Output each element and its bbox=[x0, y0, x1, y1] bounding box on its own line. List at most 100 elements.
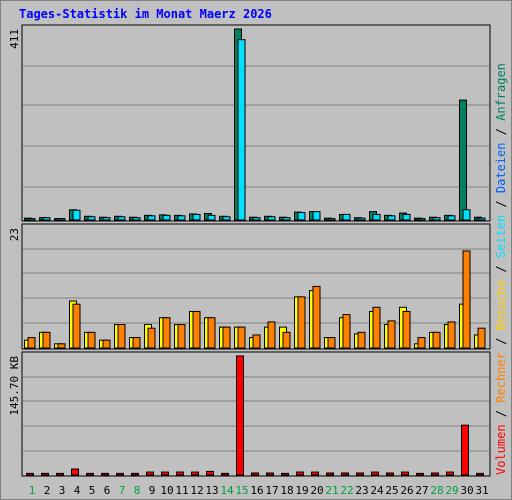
side-legend-segment: / bbox=[494, 258, 508, 280]
bar-dateien-day-3 bbox=[57, 218, 66, 221]
x-tick-label-day-14: 14 bbox=[220, 484, 234, 497]
x-tick-label-day-8: 8 bbox=[134, 484, 141, 497]
bar-volumen-day-2 bbox=[41, 472, 49, 476]
x-tick-label-day-11: 11 bbox=[175, 484, 188, 497]
bar-besuche-day-27 bbox=[417, 337, 426, 349]
bar-volumen-day-4 bbox=[71, 468, 79, 476]
bar-besuche-day-13 bbox=[207, 317, 216, 349]
bar-dateien-day-24 bbox=[372, 213, 381, 221]
bar-besuche-day-22 bbox=[342, 314, 351, 349]
bar-dateien-day-2 bbox=[42, 217, 51, 221]
x-tick-label-day-2: 2 bbox=[44, 484, 51, 497]
x-tick-label-day-3: 3 bbox=[59, 484, 66, 497]
x-tick-label-day-20: 20 bbox=[310, 484, 323, 497]
side-legend: Volumen / Rechner / Besuche / Seiten / D… bbox=[494, 63, 508, 475]
side-legend-segment: / bbox=[494, 121, 508, 143]
side-legend-segment: Rechner bbox=[494, 352, 508, 403]
bar-besuche-day-31 bbox=[477, 327, 486, 349]
bar-volumen-day-27 bbox=[416, 472, 424, 476]
bar-volumen-day-7 bbox=[116, 472, 124, 476]
bar-dateien-day-29 bbox=[447, 215, 456, 221]
panel-volume: 145.70 KB bbox=[8, 351, 491, 477]
bar-dateien-day-12 bbox=[192, 213, 201, 221]
bar-volumen-day-6 bbox=[101, 472, 109, 476]
x-tick-label-day-25: 25 bbox=[385, 484, 398, 497]
bar-besuche-day-19 bbox=[297, 296, 306, 349]
bar-besuche-day-25 bbox=[387, 320, 396, 349]
x-tick-label-day-27: 27 bbox=[415, 484, 428, 497]
bar-volumen-day-30 bbox=[461, 424, 469, 476]
bar-besuche-day-11 bbox=[177, 324, 186, 349]
bar-dateien-day-9 bbox=[147, 215, 156, 221]
bar-volumen-day-9 bbox=[146, 471, 154, 476]
bar-dateien-day-6 bbox=[102, 217, 111, 221]
panel-hits-files: 411 bbox=[8, 24, 491, 222]
side-legend-segment: Dateien bbox=[494, 143, 508, 194]
bar-volumen-day-26 bbox=[401, 471, 409, 476]
series-dateien bbox=[27, 39, 486, 221]
x-tick-label-day-5: 5 bbox=[89, 484, 96, 497]
bar-dateien-day-15 bbox=[237, 39, 246, 221]
bar-dateien-day-19 bbox=[297, 212, 306, 221]
bar-volumen-day-25 bbox=[386, 472, 394, 476]
bar-volumen-day-10 bbox=[161, 471, 169, 476]
bar-volumen-day-3 bbox=[56, 472, 64, 476]
bar-dateien-day-30 bbox=[462, 209, 471, 221]
bar-dateien-day-5 bbox=[87, 216, 96, 221]
bar-besuche-day-20 bbox=[312, 285, 321, 349]
x-tick-label-day-23: 23 bbox=[355, 484, 368, 497]
bar-dateien-day-4 bbox=[72, 209, 81, 221]
chart-title: Tages-Statistik im Monat Maerz 2026 bbox=[19, 7, 272, 21]
x-tick-label-day-26: 26 bbox=[400, 484, 413, 497]
bar-volumen-day-20 bbox=[311, 471, 319, 476]
bar-besuche-day-28 bbox=[432, 331, 441, 349]
side-legend-segment: Seiten bbox=[494, 215, 508, 258]
x-tick-label-day-24: 24 bbox=[370, 484, 384, 497]
x-tick-label-day-13: 13 bbox=[205, 484, 218, 497]
bar-besuche-day-16 bbox=[252, 334, 261, 349]
bar-volumen-day-5 bbox=[86, 472, 94, 476]
bar-dateien-day-23 bbox=[357, 217, 366, 221]
bar-besuche-day-21 bbox=[327, 337, 336, 349]
bar-besuche-day-2 bbox=[42, 331, 51, 349]
bar-besuche-day-24 bbox=[372, 306, 381, 349]
x-tick-label-day-12: 12 bbox=[190, 484, 203, 497]
x-tick-label-day-6: 6 bbox=[104, 484, 111, 497]
y-tick-label: 145.70 KB bbox=[8, 356, 21, 416]
panel-visits-pages: 23 bbox=[8, 223, 491, 350]
bar-besuche-day-23 bbox=[357, 331, 366, 349]
bar-volumen-day-23 bbox=[356, 472, 364, 476]
side-legend-segment: / bbox=[494, 193, 508, 215]
bar-volumen-day-22 bbox=[341, 472, 349, 476]
bar-dateien-day-10 bbox=[162, 214, 171, 221]
bar-dateien-day-8 bbox=[132, 217, 141, 221]
bar-volumen-day-24 bbox=[371, 471, 379, 476]
bar-besuche-day-5 bbox=[87, 331, 96, 349]
x-tick-label-day-28: 28 bbox=[430, 484, 443, 497]
side-legend-segment: / bbox=[494, 403, 508, 425]
bar-dateien-day-21 bbox=[327, 218, 336, 221]
x-tick-label-day-15: 15 bbox=[235, 484, 248, 497]
bar-besuche-day-1 bbox=[27, 337, 36, 349]
bar-besuche-day-8 bbox=[132, 337, 141, 349]
bar-besuche-day-7 bbox=[117, 324, 126, 349]
x-tick-label-day-22: 22 bbox=[340, 484, 353, 497]
bar-dateien-day-13 bbox=[207, 214, 216, 221]
bar-besuche-day-15 bbox=[237, 326, 246, 349]
x-tick-label-day-1: 1 bbox=[29, 484, 36, 497]
bar-dateien-day-18 bbox=[282, 217, 291, 221]
bar-besuche-day-14 bbox=[222, 326, 231, 349]
bar-besuche-day-6 bbox=[102, 339, 111, 349]
bar-volumen-day-21 bbox=[326, 472, 334, 476]
bar-dateien-day-16 bbox=[252, 217, 261, 221]
x-tick-label-day-16: 16 bbox=[250, 484, 263, 497]
bar-dateien-day-20 bbox=[312, 211, 321, 221]
bar-volumen-day-11 bbox=[176, 471, 184, 476]
y-tick-label: 411 bbox=[8, 29, 21, 49]
side-legend-segment: Besuche bbox=[494, 280, 508, 331]
bar-dateien-day-27 bbox=[417, 218, 426, 221]
side-legend-segment: Volumen bbox=[494, 424, 508, 475]
x-tick-label-day-18: 18 bbox=[280, 484, 293, 497]
x-tick-label-day-4: 4 bbox=[74, 484, 81, 497]
bar-volumen-day-8 bbox=[131, 472, 139, 476]
